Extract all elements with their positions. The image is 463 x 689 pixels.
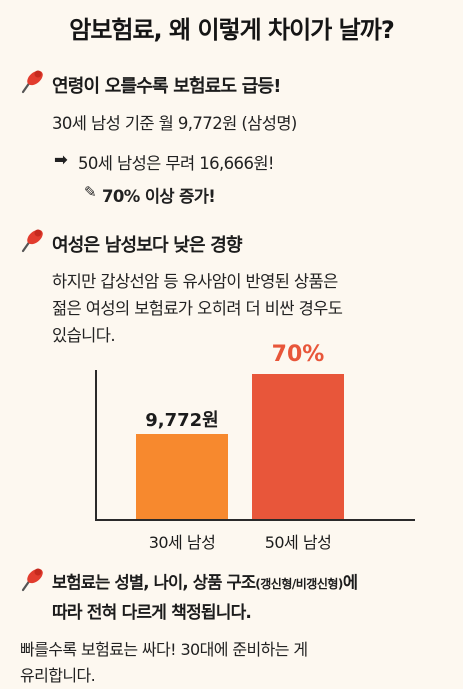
section3-line1: 빠를수록 보험료는 싸다! 30대에 준비하는 게	[20, 640, 308, 659]
pushpin-icon	[21, 70, 43, 94]
chart-category-label: 30세 남성	[148, 533, 216, 552]
chart-x-axis	[95, 519, 415, 521]
section1-heading: 연령이 오를수록 보험료도 급등!	[52, 76, 282, 97]
section2-heading: 여성은 남성보다 낮은 경향	[52, 235, 243, 256]
section2-line3: 있습니다.	[52, 326, 116, 345]
chart-category-label: 50세 남성	[264, 533, 332, 552]
pushpin-icon	[21, 568, 43, 592]
chart-data-label: 9,772원	[145, 410, 219, 431]
section3-heading-suffix: 에	[342, 573, 358, 592]
chart-bar	[136, 434, 228, 519]
section3-heading-note: (갱신형/비갱신형)	[255, 577, 343, 591]
section1-line2: 50세 남성은 무려 16,666원!	[78, 154, 275, 173]
chart-bar	[252, 374, 344, 519]
section3-heading-main: 보험료는 성별, 나이, 상품 구조	[52, 573, 256, 592]
pencil-icon: ✎	[84, 183, 97, 201]
section1-base-text: 30세 남성 기준 월 9,772원 (삼성명)	[52, 114, 297, 133]
pushpin-icon	[21, 229, 43, 253]
section1-line3: 70% 이상 증가!	[102, 187, 216, 206]
chart-data-label: 70%	[271, 342, 325, 367]
section3-heading: 보험료는 성별, 나이, 상품 구조(갱신형/비갱신형)에	[52, 569, 358, 593]
section3-line2: 유리합니다.	[20, 666, 96, 685]
chart-y-axis	[95, 370, 97, 520]
arrow-right-icon: ➡	[54, 150, 68, 169]
page-title: 암보험료, 왜 이렇게 차이가 날까?	[69, 16, 395, 44]
section2-line2: 젊은 여성의 보험료가 오히려 더 비싼 경우도	[52, 299, 343, 318]
section2-line1: 하지만 갑상선암 등 유사암이 반영된 상품은	[52, 272, 338, 291]
section3-heading-line2: 따라 전혀 다르게 책정됩니다.	[52, 603, 252, 623]
